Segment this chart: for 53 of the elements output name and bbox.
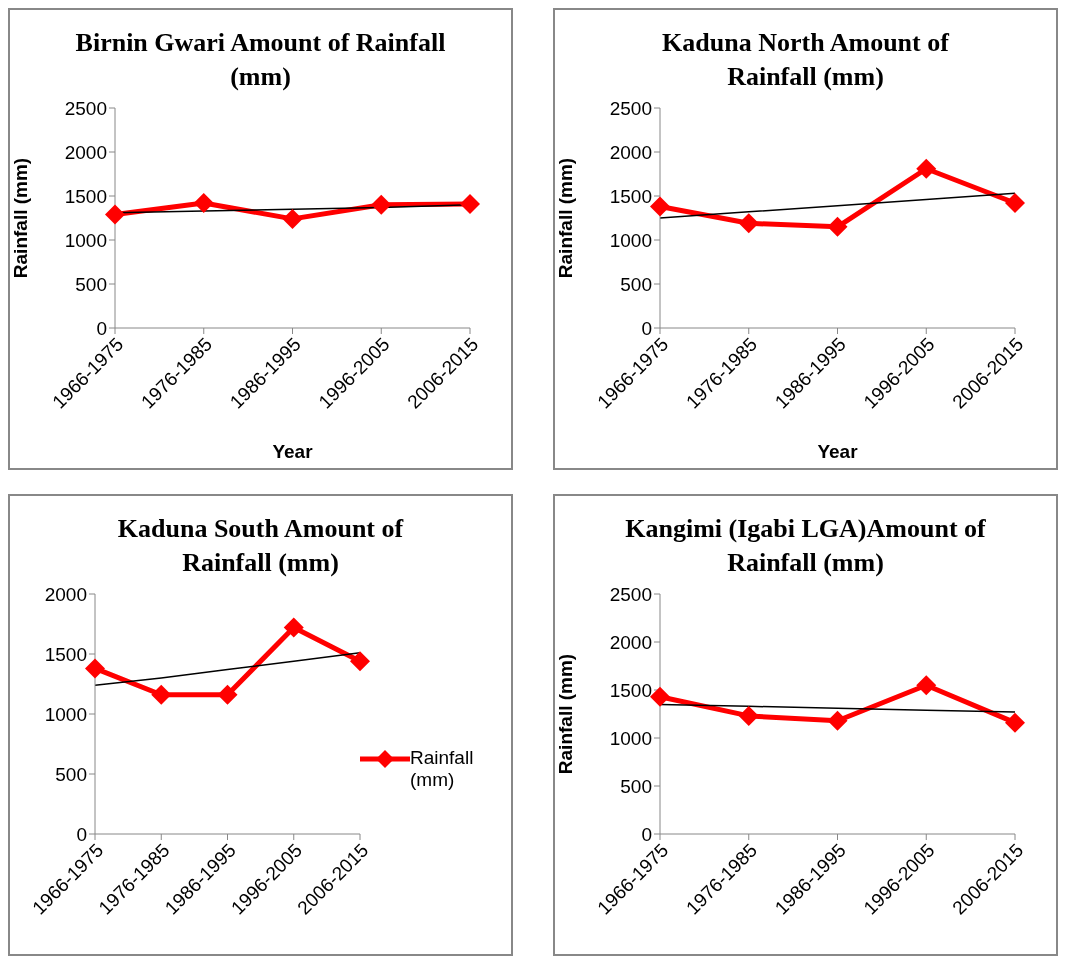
point <box>1005 712 1025 733</box>
x-axis-title: Year <box>817 441 859 462</box>
y-tick-label: 1000 <box>609 229 652 251</box>
point <box>738 705 759 726</box>
y-tick-label: 500 <box>620 273 652 295</box>
chart-title: Kaduna South Amount of Rainfall (mm) <box>116 513 405 579</box>
y-tick-label: 2500 <box>609 97 652 119</box>
y-tick-label: 2000 <box>609 141 652 163</box>
y-tick-label: 0 <box>76 823 87 845</box>
legend-label: Rainfall (mm) <box>410 747 475 791</box>
y-tick-label: 1000 <box>609 727 652 749</box>
point <box>282 208 303 229</box>
point <box>1005 193 1025 214</box>
point <box>85 658 105 679</box>
x-axis-title: Year <box>272 441 314 462</box>
point <box>350 651 370 672</box>
y-tick-label: 1500 <box>44 643 87 665</box>
point <box>650 196 670 217</box>
point <box>460 193 480 214</box>
y-tick-label: 1000 <box>64 229 107 251</box>
chart-title: Kaduna North Amount of Rainfall (mm) <box>661 27 951 93</box>
y-tick-label: 1500 <box>64 185 107 207</box>
point <box>371 194 392 215</box>
y-tick-label: 500 <box>75 273 107 295</box>
y-axis-title: Rainfall (mm) <box>554 157 576 279</box>
y-tick-label: 0 <box>96 317 107 339</box>
point <box>827 216 848 237</box>
point <box>193 193 214 214</box>
y-tick-label: 1000 <box>44 703 87 725</box>
y-tick-label: 500 <box>620 775 652 797</box>
point <box>916 158 937 179</box>
y-tick-label: 1500 <box>609 679 652 701</box>
y-axis-title: Rainfall (mm) <box>554 653 576 775</box>
y-tick-label: 0 <box>641 317 652 339</box>
y-tick-label: 1500 <box>609 185 652 207</box>
y-tick-label: 2500 <box>64 97 107 119</box>
point <box>105 204 125 225</box>
point <box>827 710 848 731</box>
y-tick-label: 2000 <box>64 141 107 163</box>
point <box>738 213 759 234</box>
point <box>151 684 172 705</box>
point <box>650 686 670 707</box>
chart-title: Birnin Gwari Amount of Rainfall (mm) <box>74 27 447 93</box>
y-tick-label: 500 <box>55 763 87 785</box>
chart-title: Kangimi (Igabi LGA)Amount of Rainfall (mm) <box>624 513 987 579</box>
point <box>283 617 304 638</box>
point <box>916 675 937 696</box>
y-tick-label: 2500 <box>609 583 652 605</box>
y-tick-label: 2000 <box>609 631 652 653</box>
y-axis-title: Rainfall (mm) <box>9 157 31 279</box>
y-tick-label: 0 <box>641 823 652 845</box>
y-tick-label: 2000 <box>44 583 87 605</box>
point <box>217 684 238 705</box>
